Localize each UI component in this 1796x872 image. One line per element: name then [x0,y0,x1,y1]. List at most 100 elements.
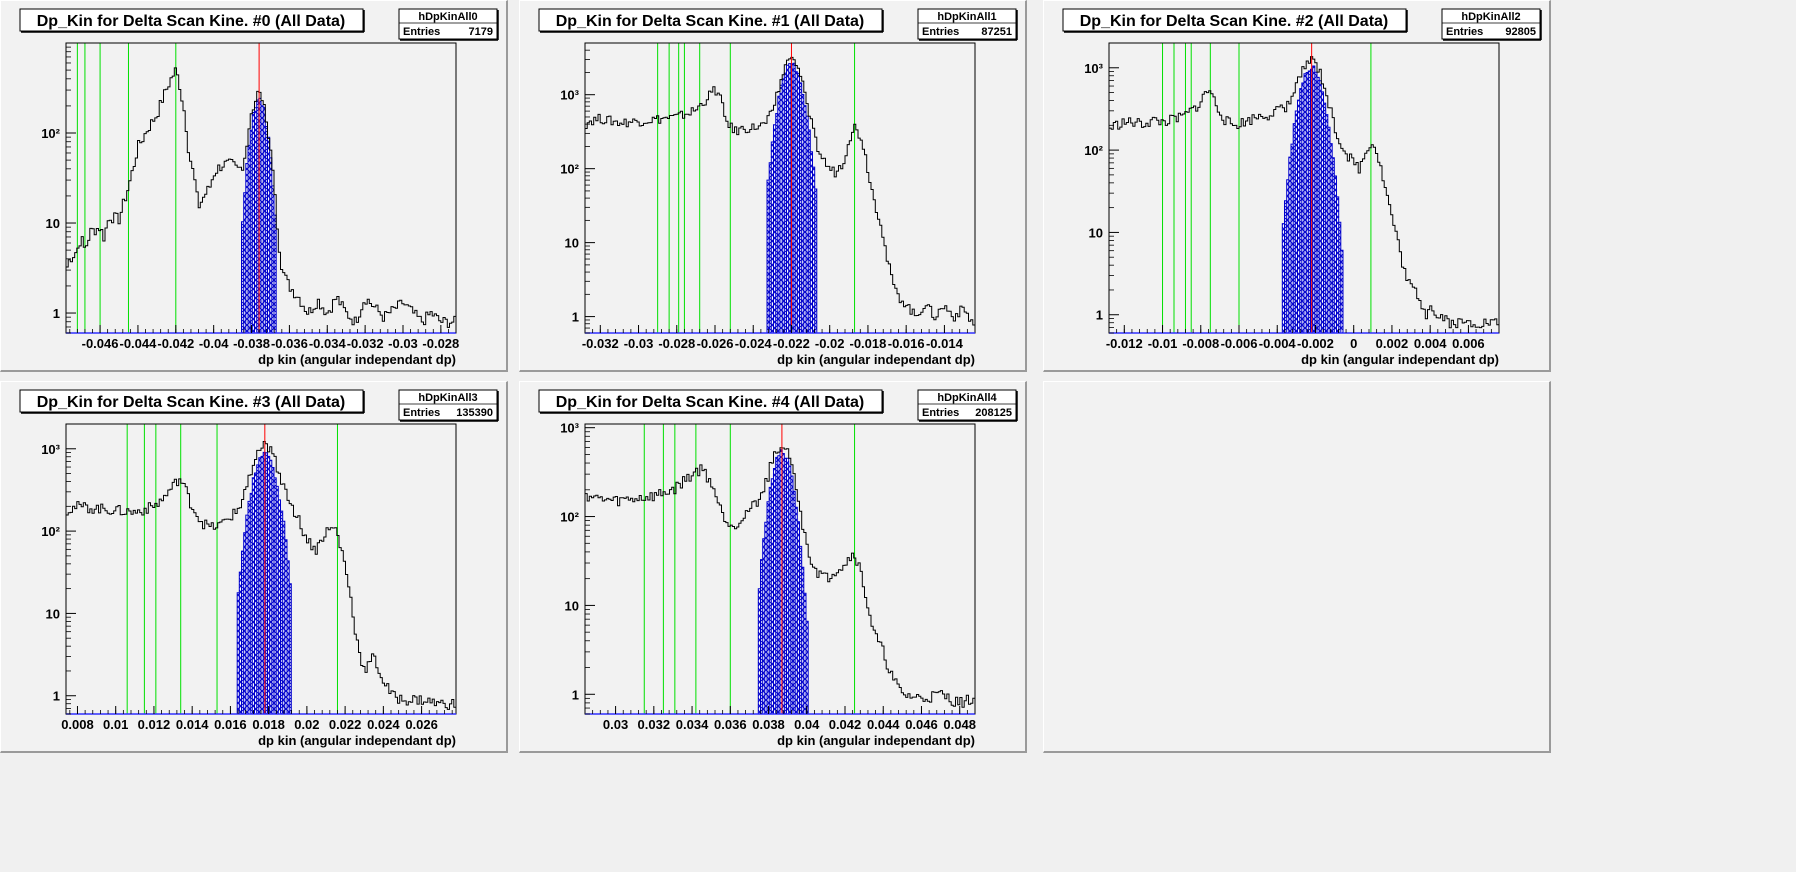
x-tick-label: -0.046 [82,336,119,351]
stats-box [398,389,498,421]
x-tick-label: -0.008 [1182,336,1219,351]
histogram-svg: -0.012 -0.01 -0.008 -0.006 -0.004 -0.002 0 0.00… [1062,8,1542,367]
chart-title: Dp_Kin for Delta Scan Kine. #1 (All Data… [556,13,865,30]
histogram-line [1109,56,1499,329]
x-tick-label: -0.022 [773,336,810,351]
stats-entries-value: 208125 [975,407,1012,419]
x-tick-label: 0.026 [405,717,438,732]
y-tick-label: 10 [46,216,60,231]
plot-content [585,43,975,333]
chart-title: Dp_Kin for Delta Scan Kine. #4 (All Data… [556,394,865,411]
y-tick-label: 1 [53,306,60,321]
x-tick-label: -0.042 [157,336,194,351]
x-tick-label: 0.024 [367,717,400,732]
plot-content [1109,43,1499,333]
x-tick-label: -0.038 [233,336,270,351]
x-tick-label: 0.02 [294,717,319,732]
histogram-pad-1[interactable]: -0.032 -0.03 -0.028 -0.026 -0.024 -0.022 -0.02… [519,0,1027,372]
x-tick-label: -0.026 [697,336,734,351]
histogram-svg: 0.008 0.01 0.012 0.014 0.016 0.018 0.02 0.022 0.… [19,389,499,748]
plot-content [66,43,456,333]
title-box [19,389,364,413]
y-tick-label: 10² [41,524,60,539]
x-tick-label: -0.018 [850,336,887,351]
x-tick-label: -0.014 [926,336,964,351]
y-tick-label: 10³ [1084,61,1103,76]
x-tick-label: 0.036 [714,717,747,732]
stats-name: hDpKinAll2 [1461,11,1520,23]
stats-box [917,389,1017,421]
y-tick-label: 10² [560,162,579,177]
x-tick-label: -0.036 [271,336,308,351]
y-tick-label: 1 [1096,308,1103,323]
plot-content [585,424,975,714]
title-box [19,8,364,32]
stats-name: hDpKinAll1 [937,11,996,23]
stats-box [917,8,1017,40]
y-tick-label: 10 [46,606,60,621]
stats-name: hDpKinAll3 [418,392,477,404]
y-tick-label: 1 [572,687,579,702]
stats-entries-value: 135390 [456,407,493,419]
x-tick-label: -0.02 [815,336,845,351]
x-tick-label: -0.006 [1221,336,1258,351]
stats-box [398,8,498,40]
x-tick-label: 0.022 [329,717,362,732]
y-tick-label: 10 [565,598,579,613]
x-axis-label: dp kin (angular independant dp) [777,733,975,748]
histogram-svg: -0.046 -0.044 -0.042 -0.04 -0.038 -0.036 -0.03… [19,8,499,367]
y-tick-label: 10 [565,236,579,251]
x-axis-label: dp kin (angular independant dp) [1301,352,1499,367]
histogram-svg: -0.032 -0.03 -0.028 -0.026 -0.024 -0.022 -0.02… [538,8,1018,367]
histogram-line [66,441,456,710]
stats-entries-label: Entries [922,26,959,38]
histogram-line [585,447,975,708]
y-tick-label: 10³ [560,88,579,103]
x-tick-label: 0.044 [867,717,900,732]
x-tick-label: 0.018 [252,717,285,732]
chart-title: Dp_Kin for Delta Scan Kine. #2 (All Data… [1080,13,1389,30]
x-tick-label: 0.032 [638,717,671,732]
y-tick-label: 10 [1089,225,1103,240]
empty-pad [1043,381,1551,753]
x-tick-label: -0.01 [1148,336,1178,351]
histogram-svg: 0.03 0.032 0.034 0.036 0.038 0.04 0.042 0.044 0.… [538,389,1018,748]
stats-entries-label: Entries [1446,26,1483,38]
x-tick-label: -0.032 [582,336,619,351]
x-tick-label: 0.042 [829,717,862,732]
x-tick-label: 0.016 [214,717,247,732]
x-axis-label: dp kin (angular independant dp) [777,352,975,367]
x-tick-label: -0.002 [1297,336,1334,351]
histogram-pad-4[interactable]: 0.03 0.032 0.034 0.036 0.038 0.04 0.042 0.044 0.… [519,381,1027,753]
x-tick-label: -0.044 [120,336,158,351]
chart-title: Dp_Kin for Delta Scan Kine. #3 (All Data… [37,394,346,411]
stats-entries-value: 7179 [469,26,493,38]
histogram-pad-0[interactable]: -0.046 -0.044 -0.042 -0.04 -0.038 -0.036 -0.03… [0,0,508,372]
histogram-line [585,56,975,326]
histogram-line [66,67,456,328]
x-tick-label: 0.008 [61,717,94,732]
y-tick-label: 1 [53,689,60,704]
x-tick-label: -0.004 [1259,336,1297,351]
x-tick-label: -0.034 [309,336,347,351]
x-tick-label: 0.038 [752,717,785,732]
x-tick-label: 0.006 [1452,336,1485,351]
x-tick-label: 0.03 [603,717,628,732]
x-tick-label: 0.04 [794,717,820,732]
x-tick-label: 0.014 [176,717,209,732]
stats-name: hDpKinAll0 [418,11,477,23]
y-tick-label: 10² [41,126,60,141]
x-tick-label: 0 [1350,336,1357,351]
stats-entries-label: Entries [403,407,440,419]
x-tick-label: 0.012 [138,717,171,732]
x-tick-label: 0.046 [905,717,938,732]
stats-name: hDpKinAll4 [937,392,997,404]
histogram-pad-3[interactable]: 0.008 0.01 0.012 0.014 0.016 0.018 0.02 0.022 0.… [0,381,508,753]
x-tick-label: -0.012 [1106,336,1143,351]
x-axis-label: dp kin (angular independant dp) [258,733,456,748]
selection-histogram [236,451,292,714]
histogram-pad-2[interactable]: -0.012 -0.01 -0.008 -0.006 -0.004 -0.002 0 0.00… [1043,0,1551,372]
x-tick-label: -0.032 [347,336,384,351]
x-tick-label: -0.04 [199,336,229,351]
x-axis-label: dp kin (angular independant dp) [258,352,456,367]
